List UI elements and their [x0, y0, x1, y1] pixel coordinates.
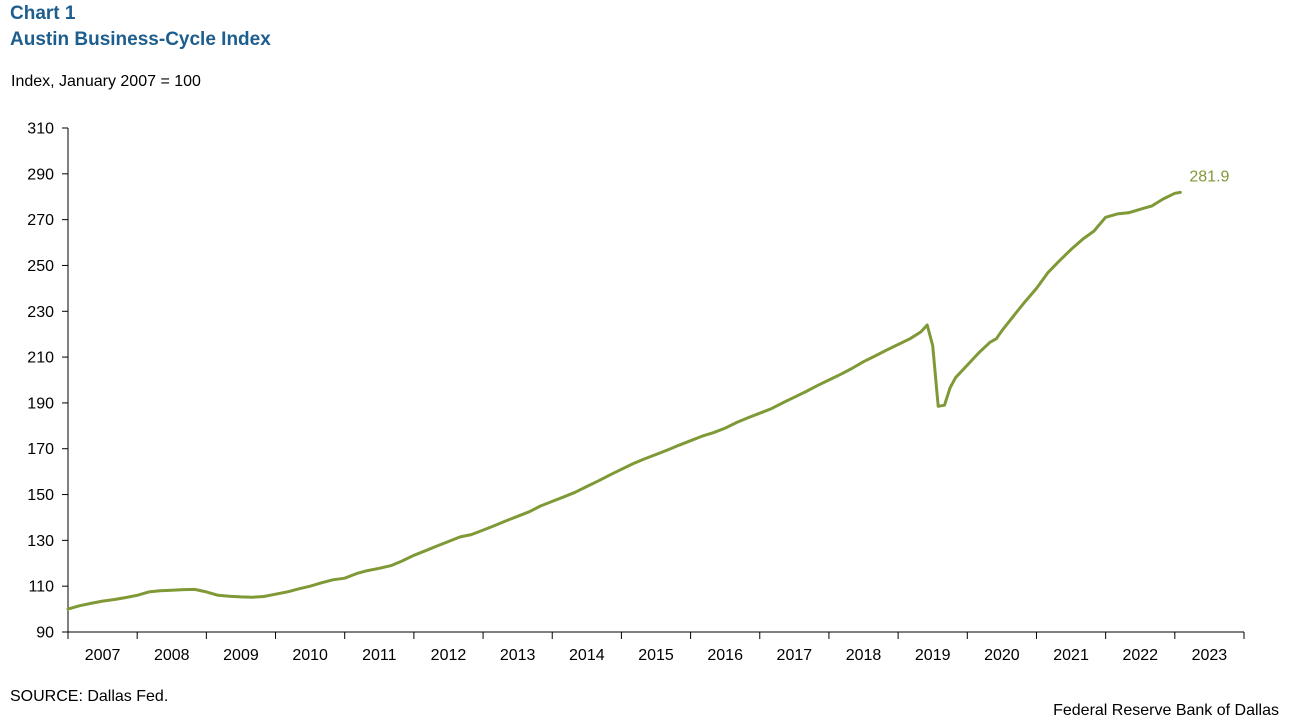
- x-tick-label: 2022: [1122, 647, 1158, 664]
- x-tick-label: 2015: [638, 647, 674, 664]
- x-tick-label: 2019: [915, 647, 951, 664]
- x-tick-label: 2017: [777, 647, 813, 664]
- chart-number: Chart 1: [10, 3, 76, 24]
- x-tick-label: 2020: [984, 647, 1020, 664]
- y-tick-label: 150: [27, 487, 54, 504]
- y-tick-label: 130: [27, 533, 54, 550]
- y-tick-label: 270: [27, 212, 54, 229]
- x-tick-label: 2007: [85, 647, 121, 664]
- y-tick-label: 250: [27, 258, 54, 275]
- x-tick-label: 2021: [1053, 647, 1089, 664]
- x-tick-label: 2023: [1192, 647, 1228, 664]
- credit-line: Federal Reserve Bank of Dallas: [1053, 702, 1279, 719]
- x-tick-label: 2010: [292, 647, 328, 664]
- x-tick-label: 2014: [569, 647, 605, 664]
- y-axis: 90 110 130 150 170 190 210 230 250 270 290 310: [27, 121, 69, 642]
- y-tick-label: 290: [27, 166, 54, 183]
- y-tick-label: 310: [27, 121, 54, 138]
- y-tick-label: 230: [27, 304, 54, 321]
- y-tick-label: 190: [27, 395, 54, 412]
- x-tick-label: 2012: [431, 647, 467, 664]
- x-axis: 2007 2008 2009 2010 2011 2012 2013 2014 2015 2016…: [67, 631, 1245, 664]
- y-tick-label: 170: [27, 441, 54, 458]
- y-axis-unit-label: Index, January 2007 = 100: [11, 73, 201, 90]
- series-line-austin-index: [66, 190, 1182, 611]
- source-note: SOURCE: Dallas Fed.: [10, 688, 169, 705]
- end-value-label: 281.9: [1189, 168, 1229, 185]
- y-tick-label: 90: [36, 625, 54, 642]
- x-tick-label: 2016: [707, 647, 743, 664]
- x-tick-label: 2018: [846, 647, 882, 664]
- x-tick-label: 2009: [223, 647, 259, 664]
- y-tick-label: 210: [27, 350, 54, 367]
- x-tick-label: 2008: [154, 647, 190, 664]
- x-tick-label: 2011: [362, 647, 397, 664]
- y-tick-label: 110: [28, 579, 54, 596]
- x-tick-label: 2013: [500, 647, 536, 664]
- chart-title: Austin Business-Cycle Index: [10, 29, 271, 50]
